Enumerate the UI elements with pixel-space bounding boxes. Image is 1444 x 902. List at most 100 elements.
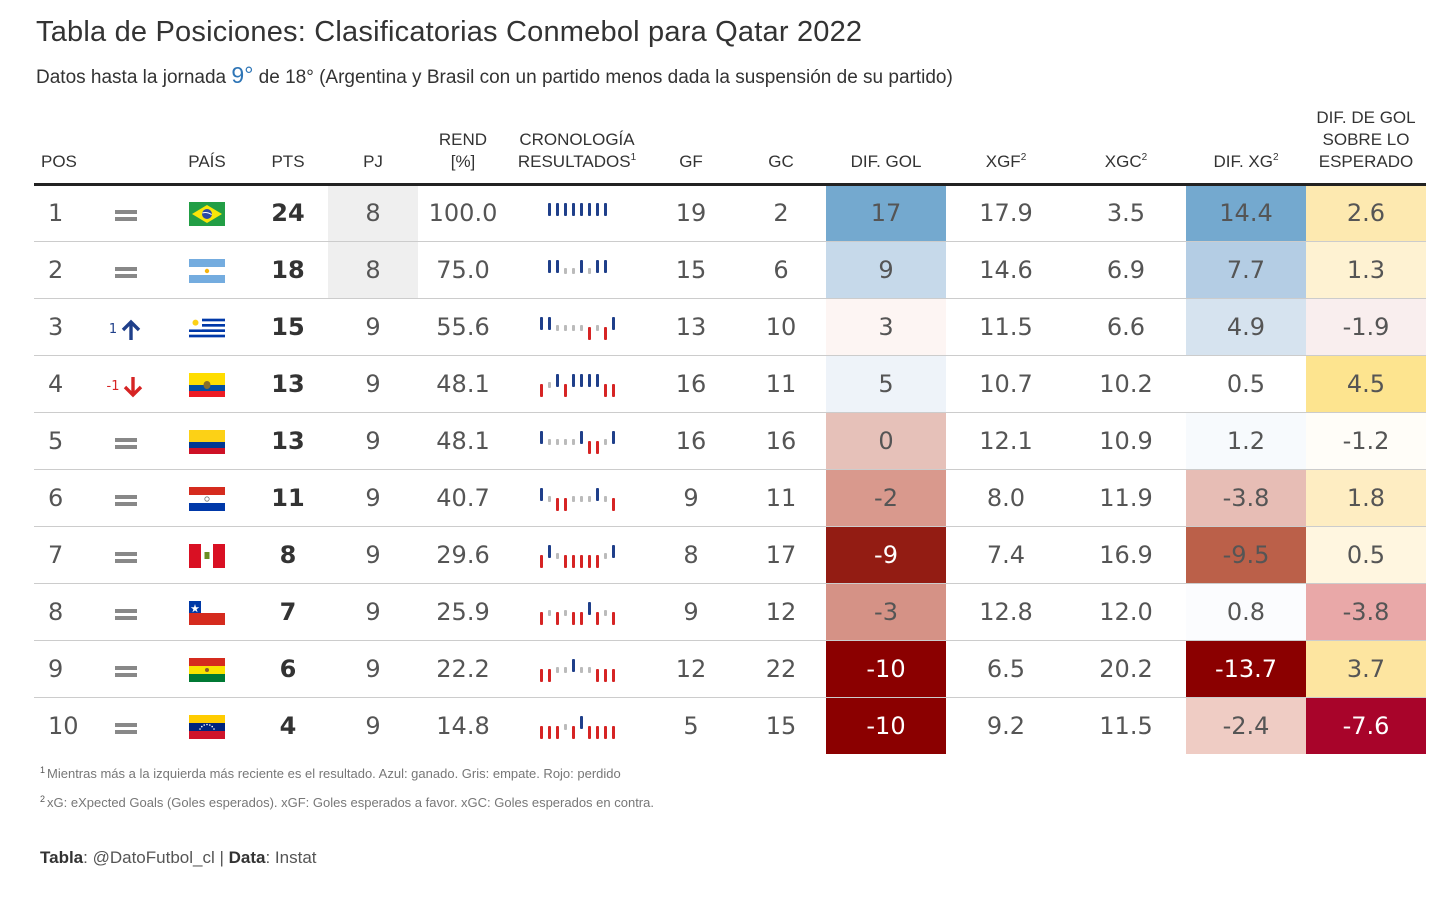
pos-cell: 3	[34, 298, 86, 356]
result-mark-win	[611, 430, 615, 444]
result-mark-draw	[595, 325, 599, 331]
header-pts: PTS	[248, 104, 328, 186]
header-gc: GC	[736, 104, 826, 186]
xgc-cell: 20.2	[1066, 640, 1186, 698]
country-cell	[166, 184, 248, 242]
table-title: Tabla de Posiciones: Clasificatorias Con…	[36, 16, 863, 48]
result-mark-draw	[555, 325, 559, 331]
pj-cell: 8	[328, 184, 418, 242]
result-mark-draw	[547, 496, 551, 502]
change-cell	[86, 184, 166, 242]
result-mark-win	[595, 259, 599, 273]
xgc-cell: 6.6	[1066, 298, 1186, 356]
result-mark-loss	[571, 725, 575, 739]
result-mark-draw	[603, 496, 607, 502]
rend-cell: 29.6	[418, 526, 508, 584]
results-sequence	[547, 203, 607, 227]
change-cell	[86, 697, 166, 754]
result-mark-win	[603, 259, 607, 273]
dif-xg-cell: 0.8	[1186, 583, 1306, 641]
header-dif-xg: DIF. XG2	[1186, 104, 1306, 186]
result-mark-win	[547, 203, 551, 216]
table-subtitle: Datos hasta la jornada 9° de 18° (Argent…	[36, 62, 953, 89]
equal-icon	[115, 210, 137, 221]
result-mark-draw	[563, 667, 567, 673]
gc-cell: 2	[736, 184, 826, 242]
header-dif-xg-label: DIF. XG	[1213, 151, 1273, 171]
result-mark-win	[579, 715, 583, 729]
results-sequence	[539, 373, 615, 397]
result-mark-draw	[555, 553, 559, 559]
pos-cell: 1	[34, 184, 86, 242]
pts-cell: 13	[248, 412, 328, 470]
footnote-2-text: xG: eXpected Goals (Goles esperados). xG…	[47, 795, 654, 810]
header-esperado-line2: SOBRE LO	[1322, 129, 1410, 149]
gc-cell: 17	[736, 526, 826, 584]
results-cell	[508, 184, 646, 242]
gf-cell: 5	[683, 711, 699, 740]
result-mark-win	[579, 430, 583, 444]
country-cell	[166, 298, 248, 356]
result-mark-loss	[587, 326, 591, 340]
result-mark-loss	[579, 554, 583, 568]
xgf-cell: 17.9	[946, 184, 1066, 242]
result-mark-loss	[603, 668, 607, 682]
esperado-cell: 2.6	[1306, 184, 1426, 242]
rend-cell: 48.1	[418, 355, 508, 413]
equal-icon	[115, 437, 137, 449]
position-change-value: -1	[106, 379, 120, 395]
xgf-cell: 7.4	[946, 526, 1066, 584]
result-mark-win	[571, 203, 575, 216]
table-row: 1 24 8 100.0 19 2 17 17.9 3.5 14.4 2.6	[34, 184, 1426, 242]
esperado-cell: 1.8	[1306, 469, 1426, 527]
rend-cell: 22.2	[418, 640, 508, 698]
pos-cell: 4	[34, 355, 86, 413]
result-mark-loss	[587, 725, 591, 739]
credit-tabla-label: Tabla	[40, 848, 84, 867]
pts-cell: 4	[279, 711, 297, 740]
result-mark-loss	[595, 668, 599, 682]
xgc-cell: 10.9	[1066, 412, 1186, 470]
dif-gol-cell: 5	[826, 355, 946, 413]
gc-cell: 6	[736, 241, 826, 299]
pj-cell: 9	[328, 526, 418, 584]
gf-cell: 15	[646, 241, 736, 299]
result-mark-win	[579, 373, 583, 387]
result-mark-loss	[555, 725, 559, 739]
dif-xg-cell: 7.7	[1186, 241, 1306, 299]
position-change	[115, 494, 137, 506]
pts-cell: 8	[248, 526, 328, 584]
xgc-cell: 16.9	[1066, 526, 1186, 584]
result-mark-win	[595, 203, 599, 216]
result-mark-loss	[539, 668, 543, 682]
dif-xg-cell: 1.2	[1186, 412, 1306, 470]
pj-cell: 9	[328, 640, 418, 698]
table-row: 8 7 9 25.9 9 12 -3 12.8 12.0 0.8 -3.8	[34, 583, 1426, 641]
result-mark-win	[547, 544, 551, 558]
result-mark-loss	[547, 668, 551, 682]
flag-venezuela-icon	[189, 714, 225, 739]
result-mark-loss	[563, 554, 567, 568]
header-pj: PJ	[328, 104, 418, 186]
result-mark-loss	[611, 383, 615, 397]
header-gf: GF	[646, 104, 736, 186]
result-mark-loss	[579, 611, 583, 625]
result-mark-draw	[563, 268, 567, 274]
gf-cell: 8	[646, 526, 736, 584]
pts-cell: 13	[248, 355, 328, 413]
dif-gol-cell: 0	[826, 412, 946, 470]
gf-cell: 16	[646, 412, 736, 470]
esperado-cell: 4.5	[1306, 355, 1426, 413]
result-mark-draw	[587, 496, 591, 502]
result-mark-win	[587, 601, 591, 615]
standings-table: POS PAÍS PTS PJ REND [%] CRONOLOGÍA RESULT…	[34, 104, 1426, 754]
pj-cell: 9	[365, 711, 381, 740]
footnotes: 1 Mientras más a la izquierda más recient…	[40, 766, 654, 824]
xgf-cell: 8.0	[946, 469, 1066, 527]
header-rend-line1: REND	[438, 129, 488, 149]
esperado-cell: -1.9	[1306, 298, 1426, 356]
flag-peru-icon	[189, 543, 225, 568]
header-crono-line2: RESULTADOS	[517, 151, 631, 171]
result-mark-win	[595, 373, 599, 387]
header-xgc-sup: 2	[1141, 151, 1148, 163]
